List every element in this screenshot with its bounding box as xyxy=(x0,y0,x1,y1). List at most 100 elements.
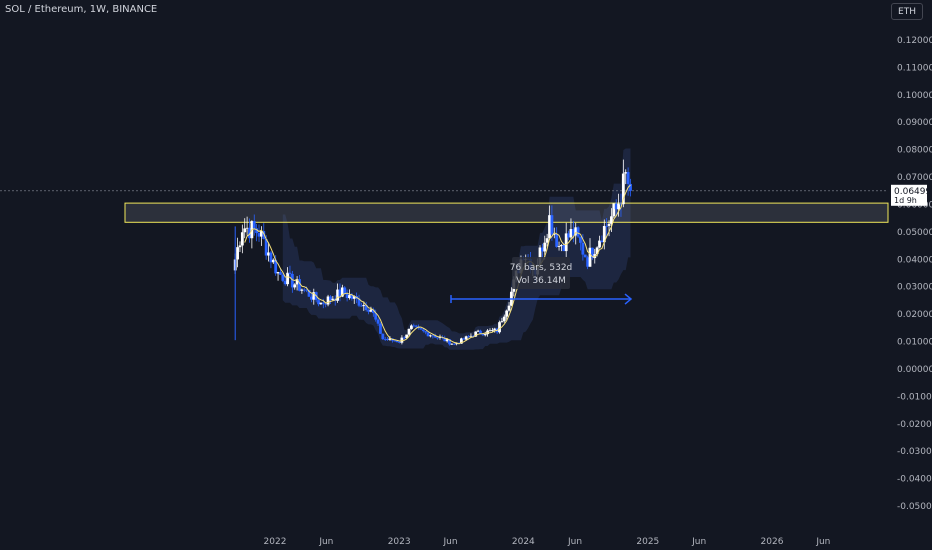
candle xyxy=(288,265,292,279)
candle xyxy=(607,220,611,237)
y-tick-label: 0.11000 xyxy=(897,63,932,73)
candle-body xyxy=(481,334,485,336)
candle-body xyxy=(319,302,323,305)
candle xyxy=(474,331,478,337)
x-axis[interactable]: 2022 Jun 2023 Jun 2024 Jun 2025 Jun 2026 Jun xyxy=(264,537,831,547)
candle xyxy=(271,258,275,265)
candle xyxy=(295,276,299,291)
candle xyxy=(364,301,368,312)
candle-body xyxy=(360,305,363,307)
last-price-value: 0.06499 xyxy=(894,187,931,197)
candle-body xyxy=(371,309,375,314)
candle xyxy=(588,238,592,267)
candle-body xyxy=(598,240,601,248)
y-tick-label: 0.09000 xyxy=(897,118,932,128)
candle-body xyxy=(429,335,432,337)
candle-body xyxy=(562,245,566,252)
candle-body xyxy=(395,341,399,343)
candle-body xyxy=(605,225,609,227)
bar-countdown: 1d 9h xyxy=(894,196,917,205)
candle-body xyxy=(393,340,397,342)
candle-body xyxy=(540,247,544,252)
chart-title: SOL / Ethereum, 1W, BINANCE xyxy=(5,4,158,15)
candle xyxy=(612,203,616,218)
candle xyxy=(502,314,506,323)
candle xyxy=(476,329,480,332)
candle-body xyxy=(252,221,256,229)
resistance-zone[interactable] xyxy=(124,202,889,223)
candle-body xyxy=(507,305,511,311)
candle xyxy=(238,241,242,253)
candle-body xyxy=(298,279,301,291)
candle-body xyxy=(243,228,247,233)
candle xyxy=(257,224,261,242)
candle-body xyxy=(321,302,325,304)
candle-body xyxy=(629,183,632,191)
candle-body xyxy=(295,279,299,285)
x-tick-label: Jun xyxy=(691,537,706,547)
candle-body xyxy=(421,329,425,332)
candle-body xyxy=(607,223,611,226)
candle xyxy=(236,237,239,268)
y-tick-label: -0.05000 xyxy=(897,502,932,512)
candle-body xyxy=(602,225,606,243)
last-price-tag-bg xyxy=(891,184,927,206)
candle-body xyxy=(614,203,618,210)
candles xyxy=(233,159,632,346)
candle xyxy=(250,220,254,249)
x-tick-label: 2025 xyxy=(636,537,659,547)
candle xyxy=(550,205,554,241)
candle-body xyxy=(259,231,263,237)
candle-body xyxy=(412,325,416,327)
y-axis[interactable]: 0.12000 0.11000 0.10000 0.09000 0.08000 0.070… xyxy=(897,36,932,512)
candle-body xyxy=(619,203,623,205)
candle-body xyxy=(538,247,542,266)
candle-body xyxy=(543,242,547,252)
candle-body xyxy=(548,215,551,239)
candle xyxy=(379,322,382,335)
candle-body xyxy=(374,313,378,320)
candle-body xyxy=(379,323,382,334)
candle-body xyxy=(550,215,554,235)
candle-body xyxy=(483,334,487,336)
candle-body xyxy=(279,272,282,275)
moving-average-line xyxy=(244,184,631,345)
candle xyxy=(276,271,280,281)
candle xyxy=(360,302,363,307)
candle-body xyxy=(350,295,354,299)
candle xyxy=(336,283,339,303)
candle-body xyxy=(329,296,332,300)
x-tick-label: 2023 xyxy=(388,537,411,547)
candle xyxy=(490,327,494,332)
candle-body xyxy=(569,229,573,238)
candle-body xyxy=(407,328,411,335)
candle-body xyxy=(488,330,492,332)
candle xyxy=(462,337,466,340)
y-tick-label: 0.01000 xyxy=(897,338,932,348)
candle xyxy=(402,336,406,340)
candle-body xyxy=(248,227,251,239)
candle xyxy=(467,334,470,338)
last-price-tag: 0.06499 1d 9h xyxy=(891,184,931,206)
candle xyxy=(505,309,509,320)
candle xyxy=(610,208,613,233)
x-tick-label: Jun xyxy=(318,537,333,547)
candle xyxy=(240,224,244,254)
candle xyxy=(383,336,387,341)
candle xyxy=(590,247,594,261)
measure-arrow[interactable] xyxy=(450,293,633,305)
candle-body xyxy=(490,330,494,332)
currency-button[interactable]: ETH xyxy=(891,3,923,20)
candle xyxy=(564,222,568,257)
y-tick-label: -0.02000 xyxy=(897,420,932,430)
candle-body xyxy=(433,335,437,338)
candle-body xyxy=(498,322,501,333)
candle-body xyxy=(505,310,509,317)
candle-body xyxy=(474,331,478,337)
y-tick-label: -0.03000 xyxy=(897,447,932,457)
candle-body xyxy=(624,172,628,174)
candle-body xyxy=(493,328,497,331)
candle xyxy=(259,226,263,246)
candle xyxy=(252,214,256,236)
